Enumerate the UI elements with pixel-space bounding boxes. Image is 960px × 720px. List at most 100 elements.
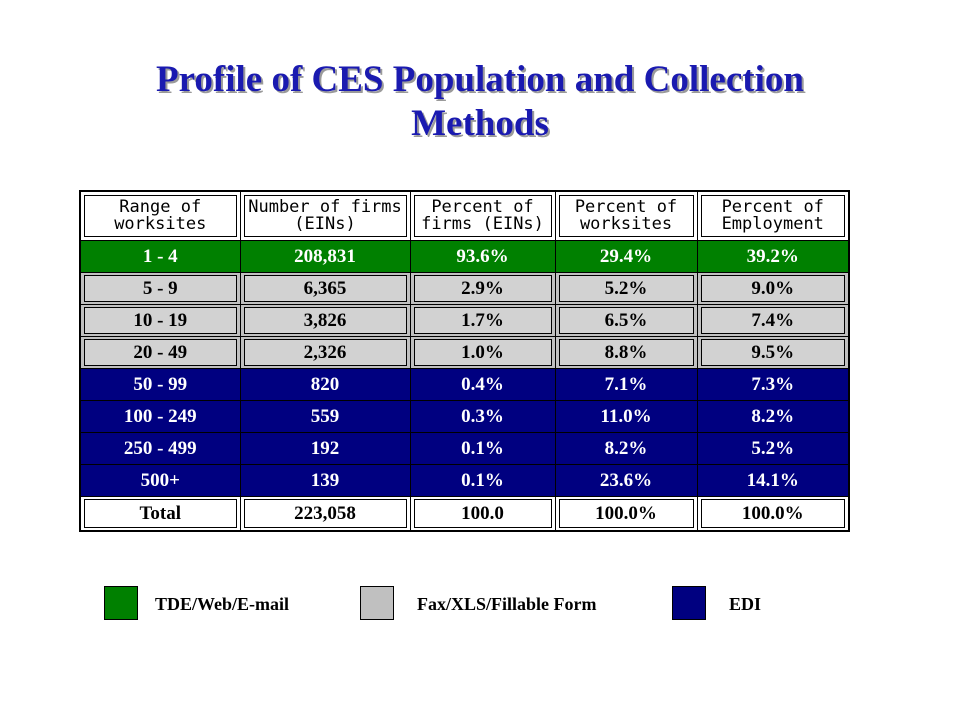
table-cell: 208,831 xyxy=(239,240,411,273)
cell-value: 559 xyxy=(310,406,340,427)
title-line-2: Methods xyxy=(411,103,549,144)
cell-value: 8.2% xyxy=(604,438,648,459)
cell-value: 29.4% xyxy=(599,246,653,267)
table-cell: 5 - 9 xyxy=(79,272,241,305)
legend-label-fax: Fax/XLS/Fillable Form xyxy=(417,594,597,614)
table-cell: 14.1% xyxy=(696,464,850,497)
legend-label-tde: TDE/Web/E-mail xyxy=(155,594,290,614)
cell-value: 14.1% xyxy=(746,470,799,491)
cell-value: 100.0 xyxy=(413,499,552,528)
cell-value: 3,826 xyxy=(243,307,407,334)
cell-value: 100.0% xyxy=(700,499,845,528)
header-range-of-worksites: Range of worksites xyxy=(79,190,241,241)
table-cell: 6,365 xyxy=(239,272,411,305)
cell-value: 1 - 4 xyxy=(142,246,178,267)
table-row: Total 223,058 100.0 100.0% 100.0% xyxy=(79,496,850,532)
table-cell: 5.2% xyxy=(554,272,698,305)
header-line: Percent of xyxy=(431,197,534,217)
cell-value: 6,365 xyxy=(243,275,407,302)
table-cell: 93.6% xyxy=(409,240,556,273)
cell-value: 250 - 499 xyxy=(123,438,197,459)
table-cell: 20 - 49 xyxy=(79,336,241,369)
header-line: (EINs) xyxy=(294,214,356,234)
cell-value: 100.0% xyxy=(558,499,694,528)
table-cell: Total xyxy=(79,496,241,532)
table-cell: 192 xyxy=(239,432,411,465)
table-cell: 3,826 xyxy=(239,304,411,337)
legend-swatch-fax xyxy=(360,586,394,620)
cell-value: 8.8% xyxy=(558,339,694,366)
table-cell: 7.4% xyxy=(696,304,850,337)
table-body: 1 - 4 208,831 93.6% 29.4% 39.2% 5 - 9 6,365 2.9… xyxy=(79,240,850,532)
cell-value: Total xyxy=(84,499,237,528)
cell-value: 7.3% xyxy=(751,374,795,395)
table-cell: 6.5% xyxy=(554,304,698,337)
cell-value: 1.7% xyxy=(413,307,552,334)
header-percent-of-employment: Percent of Employment xyxy=(696,190,850,241)
table-header-row: Range of worksites Number of firms (EINs) … xyxy=(79,190,850,241)
legend: TDE/Web/E-mail Fax/XLS/Fillable Form EDI xyxy=(0,586,960,620)
title-line-1: Profile of CES Population and Collection xyxy=(156,59,804,100)
cell-value: 0.1% xyxy=(461,470,504,491)
ces-profile-table: Range of worksites Number of firms (EINs) … xyxy=(79,190,850,532)
table-row: 100 - 249 559 0.3% 11.0% 8.2% xyxy=(79,400,850,433)
cell-value: 0.1% xyxy=(461,438,504,459)
header-line: Range of xyxy=(119,197,202,217)
table-cell: 559 xyxy=(239,400,411,433)
table-cell: 8.8% xyxy=(554,336,698,369)
table-cell: 8.2% xyxy=(554,432,698,465)
header-line: Employment xyxy=(721,214,824,234)
cell-value: 10 - 19 xyxy=(84,307,237,334)
table-cell: 8.2% xyxy=(696,400,850,433)
table-cell: 223,058 xyxy=(239,496,411,532)
legend-swatch-edi xyxy=(672,586,706,620)
table-cell: 9.0% xyxy=(696,272,850,305)
cell-value: 7.4% xyxy=(700,307,845,334)
table-row: 50 - 99 820 0.4% 7.1% 7.3% xyxy=(79,368,850,401)
cell-value: 8.2% xyxy=(751,406,795,427)
cell-value: 0.4% xyxy=(461,374,504,395)
table-row: 500+ 139 0.1% 23.6% 14.1% xyxy=(79,464,850,497)
cell-value: 20 - 49 xyxy=(84,339,237,366)
cell-value: 5.2% xyxy=(751,438,795,459)
cell-value: 39.2% xyxy=(746,246,799,267)
header-line: Percent of xyxy=(574,197,678,217)
page-title: Profile of CES Population and Collection… xyxy=(0,58,960,146)
cell-value: 139 xyxy=(310,470,340,491)
cell-value: 208,831 xyxy=(294,246,356,267)
table-cell: 50 - 99 xyxy=(79,368,241,401)
table-cell: 500+ xyxy=(79,464,241,497)
cell-value: 93.6% xyxy=(456,246,509,267)
table-cell: 7.3% xyxy=(696,368,850,401)
cell-value: 7.1% xyxy=(604,374,648,395)
table-cell: 820 xyxy=(239,368,411,401)
header-line: worksites xyxy=(114,214,207,234)
cell-value: 23.6% xyxy=(599,470,653,491)
table-cell: 2,326 xyxy=(239,336,411,369)
table-cell: 1.0% xyxy=(409,336,556,369)
table-cell: 1.7% xyxy=(409,304,556,337)
table-cell: 139 xyxy=(239,464,411,497)
table-cell: 100.0% xyxy=(696,496,850,532)
cell-value: 9.5% xyxy=(700,339,845,366)
header-percent-of-firms: Percent of firms (EINs) xyxy=(409,190,556,241)
cell-value: 5 - 9 xyxy=(84,275,237,302)
header-number-of-firms: Number of firms (EINs) xyxy=(239,190,411,241)
table-cell: 0.1% xyxy=(409,432,556,465)
table-cell: 23.6% xyxy=(554,464,698,497)
table-cell: 2.9% xyxy=(409,272,556,305)
header-percent-of-worksites: Percent of worksites xyxy=(554,190,698,241)
cell-value: 50 - 99 xyxy=(133,374,188,395)
table-cell: 100.0% xyxy=(554,496,698,532)
table-cell: 250 - 499 xyxy=(79,432,241,465)
legend-label-edi: EDI xyxy=(729,594,762,614)
table-row: 10 - 19 3,826 1.7% 6.5% 7.4% xyxy=(79,304,850,337)
cell-value: 6.5% xyxy=(558,307,694,334)
table-cell: 1 - 4 xyxy=(79,240,241,273)
table-row: 5 - 9 6,365 2.9% 5.2% 9.0% xyxy=(79,272,850,305)
table-row: 250 - 499 192 0.1% 8.2% 5.2% xyxy=(79,432,850,465)
cell-value: 1.0% xyxy=(413,339,552,366)
table-row: 1 - 4 208,831 93.6% 29.4% 39.2% xyxy=(79,240,850,273)
table-cell: 100 - 249 xyxy=(79,400,241,433)
cell-value: 11.0% xyxy=(600,406,652,427)
